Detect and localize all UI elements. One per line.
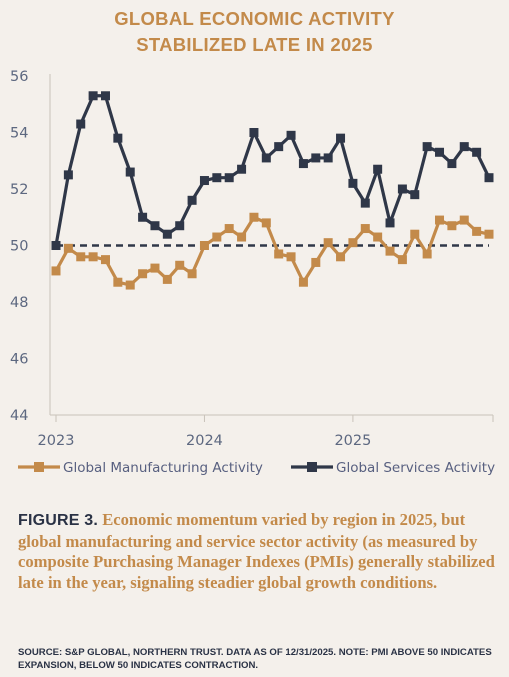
services-point — [224, 173, 234, 183]
services-point — [162, 229, 172, 239]
manufacturing-point — [261, 218, 271, 228]
y-tick-label: 50 — [10, 239, 28, 255]
manufacturing-point — [472, 226, 482, 236]
manufacturing-point — [336, 252, 346, 262]
manufacturing-point — [100, 255, 110, 265]
services-point — [397, 184, 407, 194]
manufacturing-point — [224, 224, 234, 234]
services-point — [237, 164, 247, 174]
services-point — [422, 142, 432, 152]
manufacturing-point — [447, 221, 457, 231]
services-point — [286, 130, 296, 140]
manufacturing-point — [187, 269, 197, 279]
chart-title: GLOBAL ECONOMIC ACTIVITY STABILIZED LATE… — [0, 6, 509, 58]
services-point — [76, 119, 86, 129]
manufacturing-point — [113, 277, 123, 287]
services-point — [459, 142, 469, 152]
services-point — [348, 178, 358, 188]
services-point — [138, 212, 148, 222]
services-point — [187, 195, 197, 205]
manufacturing-point — [373, 232, 383, 242]
services-legend-label: Global Services Activity — [336, 460, 495, 476]
manufacturing-point — [237, 232, 247, 242]
y-tick-label: 54 — [10, 126, 28, 142]
services-legend-marker — [307, 462, 317, 472]
services-point — [274, 142, 284, 152]
legend: Global Manufacturing Activity Global Serv… — [18, 460, 495, 476]
services-point — [51, 241, 61, 250]
services-point — [212, 173, 222, 183]
y-tick-label: 56 — [10, 69, 28, 85]
services-point — [410, 190, 420, 200]
figure-caption: FIGURE 3. Economic momentum varied by re… — [18, 510, 496, 593]
manufacturing-point — [360, 224, 370, 234]
manufacturing-point — [385, 246, 395, 256]
manufacturing-point — [51, 266, 61, 276]
y-tick-label: 48 — [10, 295, 28, 311]
manufacturing-point — [298, 277, 308, 287]
services-point — [360, 198, 370, 208]
manufacturing-legend-marker — [34, 462, 44, 472]
services-point — [472, 147, 482, 157]
manufacturing-point — [410, 229, 420, 239]
manufacturing-point — [422, 249, 432, 259]
manufacturing-point — [311, 257, 321, 267]
y-tick-label: 52 — [10, 182, 28, 198]
services-point — [100, 91, 110, 101]
services-point — [125, 167, 135, 177]
manufacturing-point — [397, 255, 407, 265]
source-note: SOURCE: S&P GLOBAL, NORTHERN TRUST. DATA… — [18, 647, 492, 671]
y-tick-label: 46 — [10, 352, 28, 368]
manufacturing-point — [125, 280, 135, 290]
services-point — [447, 159, 457, 169]
services-point — [261, 153, 271, 163]
manufacturing-point — [138, 269, 148, 279]
x-tick-label: 2023 — [38, 433, 75, 449]
manufacturing-point — [63, 243, 73, 253]
manufacturing-point — [175, 260, 185, 270]
manufacturing-point — [348, 238, 358, 248]
services-point — [199, 176, 209, 186]
services-point — [336, 133, 346, 143]
axis-layer: 44 46 48 50 52 54 56 2023 2024 2025 — [10, 69, 494, 449]
services-point — [435, 147, 445, 157]
manufacturing-point — [76, 252, 86, 262]
services-point — [175, 221, 185, 231]
manufacturing-point — [459, 215, 469, 225]
manufacturing-point — [88, 252, 98, 262]
manufacturing-point — [212, 232, 222, 242]
series-layer — [51, 91, 494, 290]
services-point — [150, 221, 160, 231]
manufacturing-point — [150, 263, 160, 273]
pmi-line-chart: 44 46 48 50 52 54 56 2023 2024 2025 Global Manufa… — [10, 69, 495, 476]
figure-label: FIGURE 3. — [18, 512, 99, 529]
services-point — [373, 164, 383, 174]
caption-text: Economic momentum varied by region in 20… — [18, 510, 495, 592]
services-point — [484, 173, 494, 183]
services-point — [249, 128, 259, 137]
manufacturing-point — [162, 274, 172, 284]
services-point — [385, 218, 395, 228]
manufacturing-point — [323, 238, 333, 248]
services-series-line — [54, 94, 491, 246]
manufacturing-point — [274, 249, 284, 259]
manufacturing-point — [484, 229, 494, 239]
manufacturing-point — [286, 252, 296, 262]
services-point — [323, 153, 333, 163]
services-point — [311, 153, 321, 163]
title-line-2: STABILIZED LATE IN 2025 — [136, 34, 373, 55]
services-point — [113, 133, 123, 143]
title-line-1: GLOBAL ECONOMIC ACTIVITY — [114, 8, 395, 29]
manufacturing-point — [435, 215, 445, 225]
y-tick-label: 44 — [10, 408, 28, 424]
manufacturing-legend-label: Global Manufacturing Activity — [63, 460, 263, 476]
services-point — [88, 91, 98, 101]
services-point — [63, 170, 73, 180]
x-tick-label: 2024 — [186, 433, 223, 449]
manufacturing-point — [249, 212, 259, 222]
manufacturing-point — [199, 241, 209, 250]
x-tick-label: 2025 — [334, 433, 371, 449]
services-point — [298, 159, 308, 169]
